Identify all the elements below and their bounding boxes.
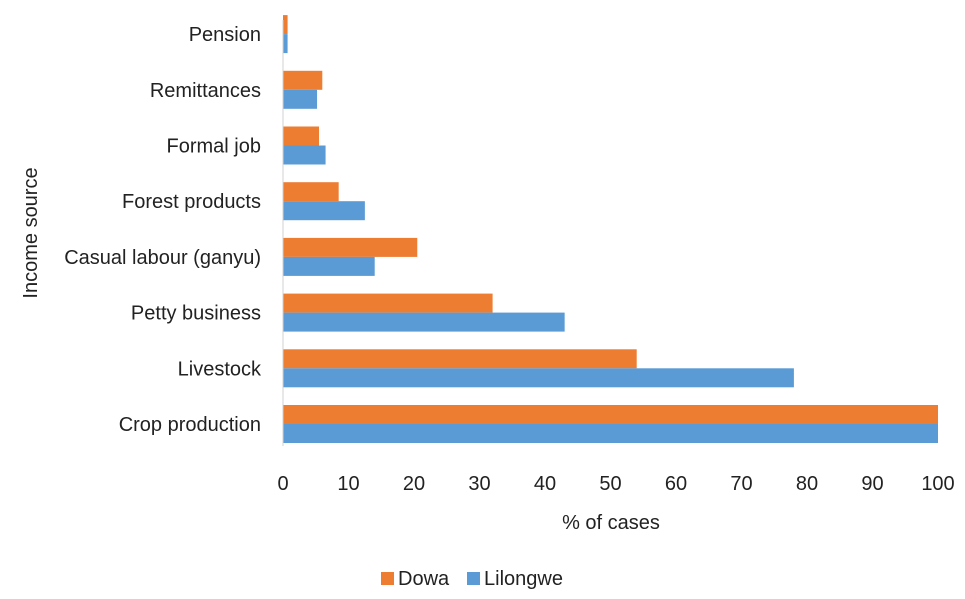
bar-dowa-casual-labour-ganyu <box>283 237 418 257</box>
x-tick-label: 40 <box>534 473 556 495</box>
bar-lilongwe-formal-job <box>283 145 326 165</box>
legend: Dowa Lilongwe <box>381 568 563 590</box>
bar-lilongwe-casual-labour-ganyu <box>283 256 375 276</box>
bar-lilongwe-forest-products <box>283 201 365 221</box>
x-tick-label: 80 <box>796 473 818 495</box>
bar-dowa-formal-job <box>283 126 320 146</box>
bar-dowa-remittances <box>283 70 323 90</box>
bar-dowa-forest-products <box>283 182 339 202</box>
bar-lilongwe-petty-business <box>283 312 565 332</box>
y-axis-title: Income source <box>20 167 42 298</box>
category-label: Remittances <box>150 80 261 102</box>
category-label: Casual labour (ganyu) <box>64 247 261 269</box>
x-tick-label: 20 <box>403 473 425 495</box>
legend-label-lilongwe: Lilongwe <box>484 568 563 590</box>
category-labels: Crop production Livestock Petty business Ca… <box>64 24 262 436</box>
category-label: Crop production <box>119 414 261 436</box>
bar-dowa-crop-production <box>283 405 938 424</box>
category-label: Pension <box>189 24 261 46</box>
bars-layer <box>283 15 938 443</box>
legend-label-dowa: Dowa <box>398 568 450 590</box>
x-tick-label: 90 <box>861 473 883 495</box>
x-tick-label: 100 <box>921 473 954 495</box>
bar-lilongwe-livestock <box>283 368 794 388</box>
category-label: Formal job <box>167 136 261 158</box>
x-tick-label: 30 <box>468 473 490 495</box>
x-tick-label: 50 <box>599 473 621 495</box>
x-tick-label: 70 <box>730 473 752 495</box>
x-tick-label: 10 <box>337 473 359 495</box>
x-tick-labels: 0 10 20 30 40 50 60 70 80 90 100 <box>277 473 954 495</box>
bar-dowa-petty-business <box>283 293 493 313</box>
category-label: Livestock <box>178 358 262 380</box>
x-axis-title: % of cases <box>562 512 660 534</box>
bar-dowa-pension <box>283 15 288 35</box>
x-tick-label: 60 <box>665 473 687 495</box>
x-tick-label: 0 <box>277 473 288 495</box>
category-label: Petty business <box>131 303 261 325</box>
category-label: Forest products <box>122 191 261 213</box>
legend-swatch-dowa <box>381 572 394 585</box>
legend-swatch-lilongwe <box>467 572 480 585</box>
bar-dowa-livestock <box>283 349 637 369</box>
bar-lilongwe-pension <box>283 34 288 54</box>
bar-lilongwe-crop-production <box>283 424 938 443</box>
bar-lilongwe-remittances <box>283 89 318 109</box>
